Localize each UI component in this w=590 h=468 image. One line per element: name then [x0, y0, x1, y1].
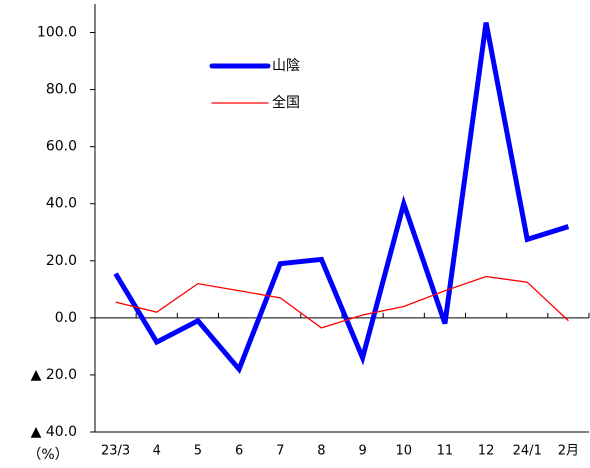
y-tick-label: 40.0 [46, 196, 77, 212]
x-tick-label: 6 [235, 444, 243, 459]
y-tick-label: ▲ 20.0 [31, 367, 77, 383]
x-tick-label: 24/1 [513, 444, 542, 459]
x-tick-label: 8 [317, 444, 325, 459]
legend-label: 全国 [272, 94, 300, 111]
x-tick-label: 11 [437, 444, 454, 459]
y-tick-label: 80.0 [46, 82, 77, 98]
y-tick-label: 60.0 [46, 139, 77, 155]
x-tick-label: 12 [478, 444, 495, 459]
x-tick-label: 10 [395, 444, 412, 459]
x-tick-label: 2月 [558, 444, 579, 459]
y-tick-label: 20.0 [46, 253, 77, 269]
y-tick-label: 0.0 [55, 310, 77, 326]
legend-label: 山陰 [272, 58, 300, 74]
x-tick-label: 9 [358, 444, 366, 459]
y-tick-label: ▲ 40.0 [31, 424, 77, 440]
series-line [115, 275, 569, 329]
series-line [113, 22, 570, 375]
x-tick-label: 5 [194, 444, 202, 459]
x-tick-label: 23/3 [101, 444, 130, 459]
x-tick-label: 7 [276, 444, 284, 459]
y-tick-label: 100.0 [37, 25, 77, 41]
unit-label: （%） [27, 447, 68, 463]
x-tick-label: 4 [153, 444, 161, 459]
